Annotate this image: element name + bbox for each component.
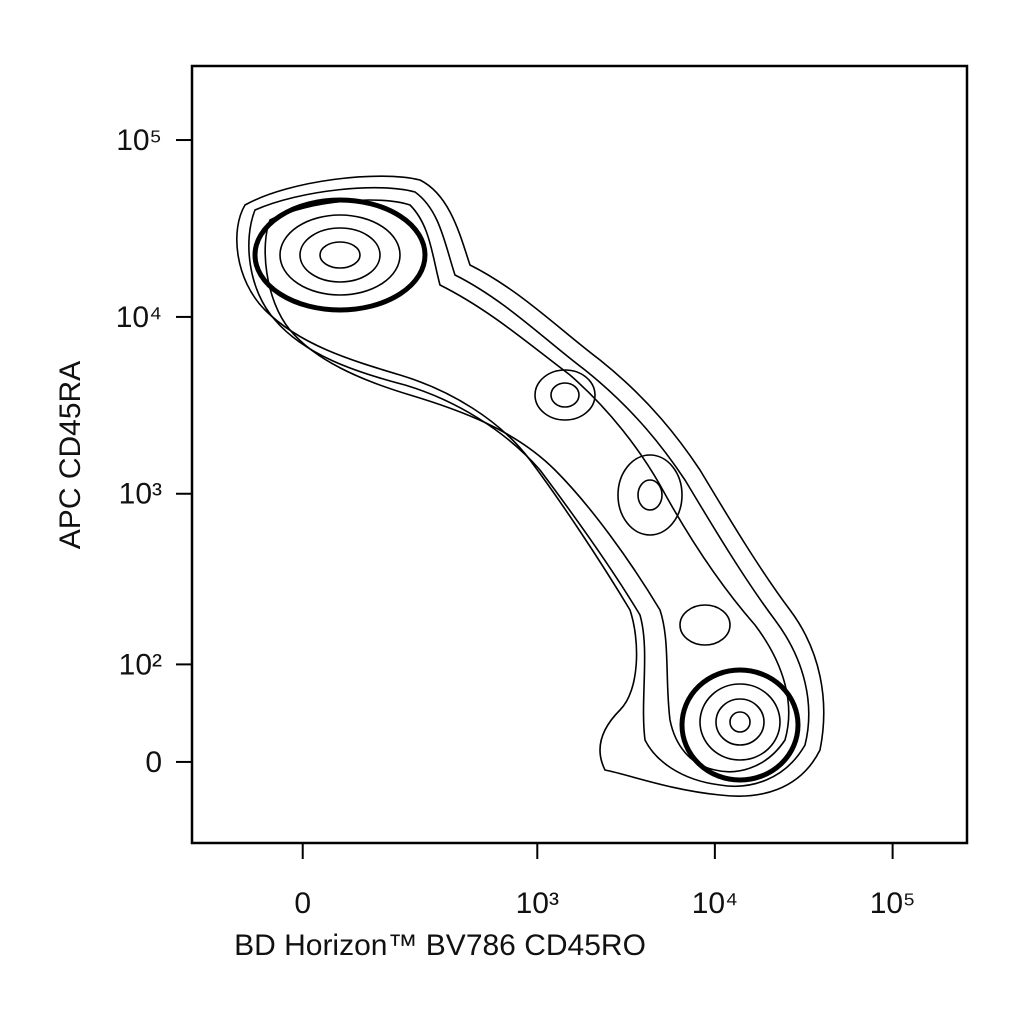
plot-frame xyxy=(190,64,969,845)
y-tick-label: 10² xyxy=(119,648,162,681)
y-tick-label: 0 xyxy=(145,746,162,779)
x-axis-label: BD Horizon™ BV786 CD45RO xyxy=(234,929,646,962)
x-tick-label: 10³ xyxy=(516,887,559,920)
y-tick-label: 10⁴ xyxy=(116,301,162,334)
y-axis-label: APC CD45RA xyxy=(54,361,87,549)
y-tick-label: 10⁵ xyxy=(116,124,162,157)
y-tick-label: 10³ xyxy=(119,478,162,511)
contours xyxy=(236,175,825,797)
x-tick-label: 0 xyxy=(294,887,311,920)
x-tick-label: 10⁴ xyxy=(692,887,738,920)
x-tick-label: 10⁵ xyxy=(870,887,916,920)
